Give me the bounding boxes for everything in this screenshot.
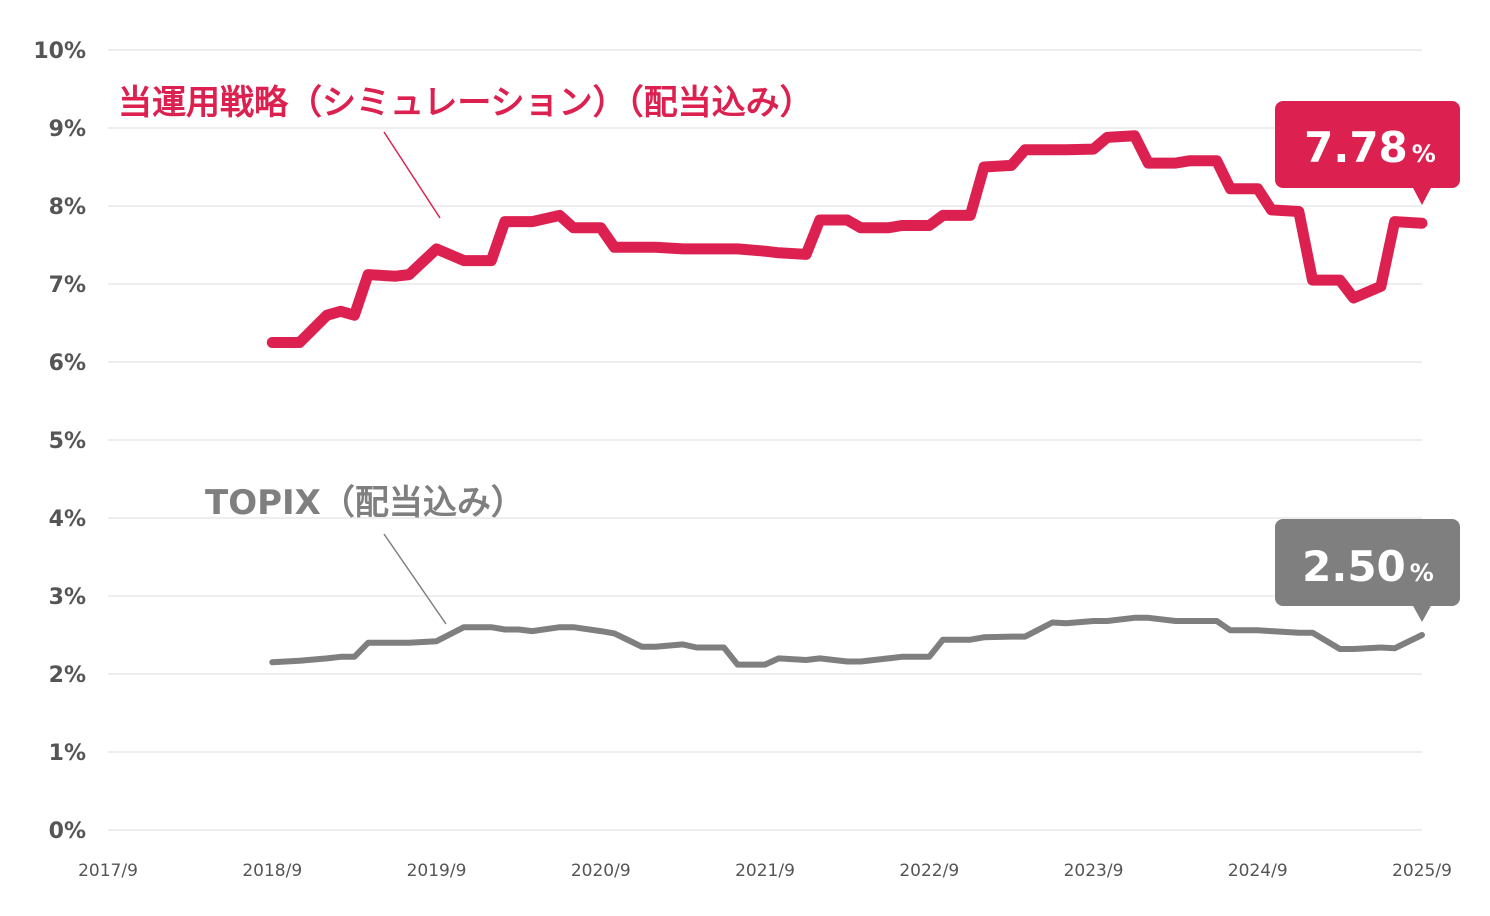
topix-leader-line <box>383 533 447 625</box>
x-tick-label: 2017/9 <box>78 861 138 881</box>
strategy-line <box>266 130 1428 348</box>
topix-line <box>269 614 1425 668</box>
topix-callout-pointer <box>1412 604 1432 622</box>
y-tick-label: 5% <box>49 429 86 454</box>
y-tick-label: 3% <box>49 585 86 610</box>
gridlines <box>108 49 1422 831</box>
strategy-leader-line <box>383 131 441 219</box>
y-tick-label: 1% <box>49 741 86 766</box>
topix-callout: 2.50% <box>1275 519 1460 622</box>
x-tick-label: 2021/9 <box>735 861 795 881</box>
x-tick-label: 2020/9 <box>571 861 631 881</box>
strategy-callout-pointer <box>1412 186 1432 205</box>
topix-callout-box <box>1275 519 1460 606</box>
strategy-callout-value: 7.78 <box>1304 123 1408 172</box>
topix-series-label: TOPIX（配当込み） <box>205 483 525 523</box>
x-tick-label: 2019/9 <box>407 861 467 881</box>
y-tick-label: 0% <box>49 819 86 844</box>
strategy-series-label: 当運用戦略（シミュレーション）（配当込み） <box>118 83 814 123</box>
y-tick-label: 10% <box>33 39 86 64</box>
topix-callout-text: 2.50% <box>1302 542 1434 591</box>
x-axis-ticks: 2017/9 2018/9 2019/9 2020/9 2021/9 2022/9 2023… <box>78 861 1452 881</box>
y-tick-label: 7% <box>49 273 86 298</box>
strategy-callout-text: 7.78% <box>1304 123 1436 172</box>
y-tick-label: 9% <box>49 117 86 142</box>
strategy-callout: 7.78% <box>1275 101 1460 205</box>
y-tick-label: 8% <box>49 195 86 220</box>
y-axis-ticks: 0% 1% 2% 3% 4% 5% 6% 7% 8% 9% 10% <box>33 39 86 844</box>
y-tick-label: 6% <box>49 351 86 376</box>
topix-callout-value: 2.50 <box>1302 542 1406 591</box>
x-tick-label: 2025/9 <box>1392 861 1452 881</box>
y-tick-label: 2% <box>49 663 86 688</box>
x-tick-label: 2018/9 <box>242 861 302 881</box>
x-tick-label: 2023/9 <box>1064 861 1124 881</box>
topix-callout-unit: % <box>1410 559 1434 587</box>
strategy-callout-box <box>1275 101 1460 188</box>
strategy-callout-unit: % <box>1412 140 1436 168</box>
y-tick-label: 4% <box>49 507 86 532</box>
x-tick-label: 2022/9 <box>899 861 959 881</box>
x-tick-label: 2024/9 <box>1228 861 1288 881</box>
series-lines <box>266 130 1428 668</box>
